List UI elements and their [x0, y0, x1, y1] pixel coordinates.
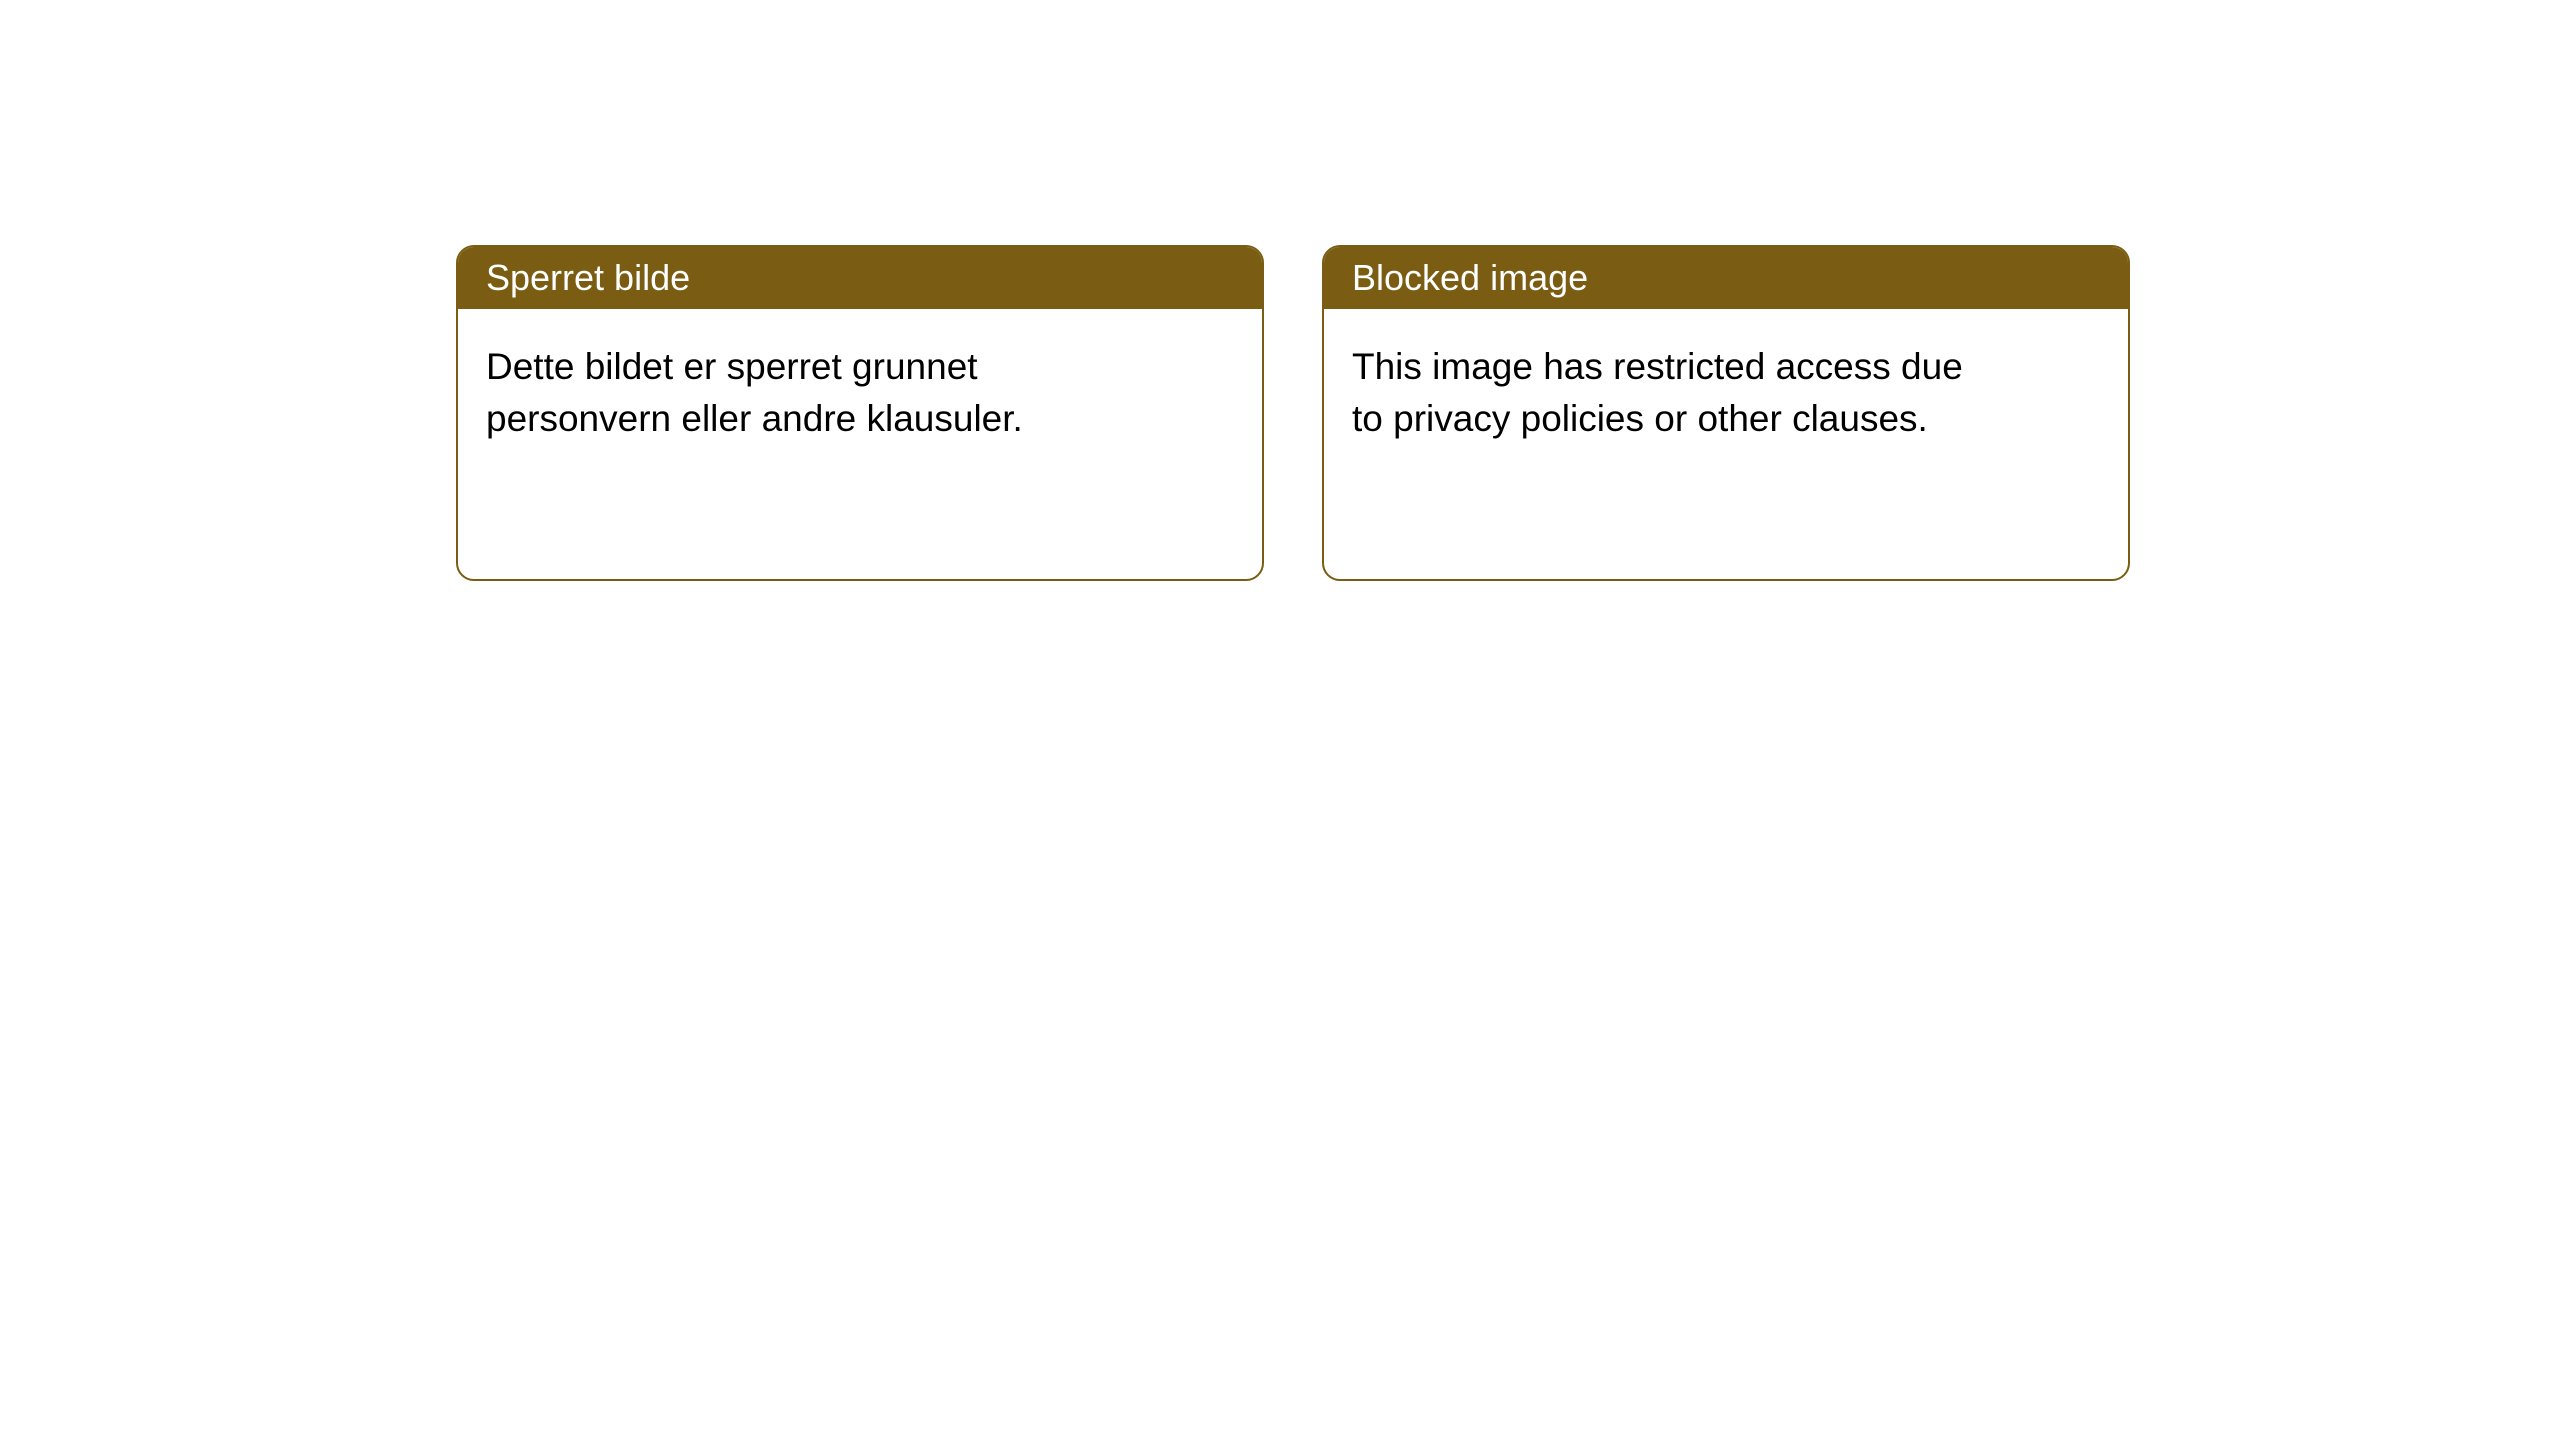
restricted-card-english: Blocked image This image has restricted …: [1322, 245, 2130, 581]
restricted-image-notices: Sperret bilde Dette bildet er sperret gr…: [0, 0, 2560, 581]
card-header-norwegian: Sperret bilde: [458, 247, 1262, 309]
card-body-norwegian: Dette bildet er sperret grunnet personve…: [458, 309, 1158, 477]
restricted-card-norwegian: Sperret bilde Dette bildet er sperret gr…: [456, 245, 1264, 581]
card-header-english: Blocked image: [1324, 247, 2128, 309]
card-body-english: This image has restricted access due to …: [1324, 309, 2024, 477]
